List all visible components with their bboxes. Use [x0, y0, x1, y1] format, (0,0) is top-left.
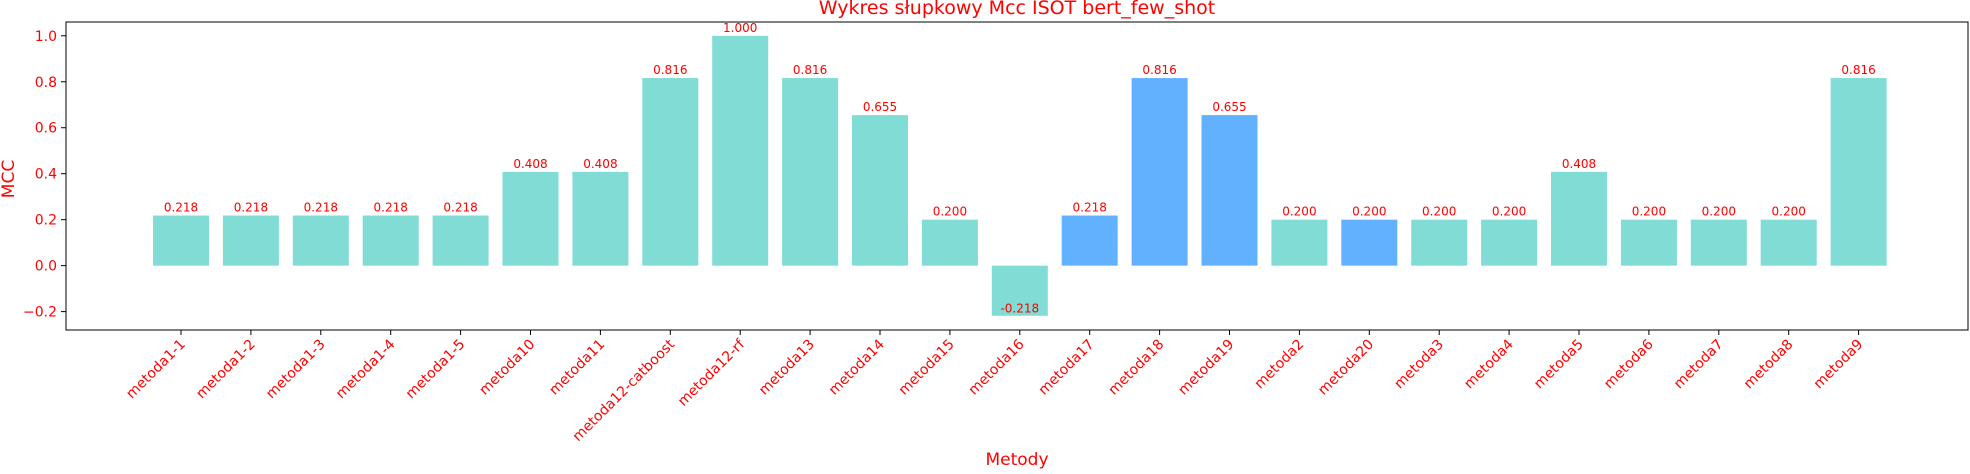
y-tick-label: 0.6 — [35, 121, 57, 137]
y-tick-label: 0.2 — [35, 213, 57, 229]
bar-value-label: 0.200 — [1492, 205, 1526, 219]
x-tick-label: metoda2 — [1252, 337, 1308, 393]
x-tick-label: metoda20 — [1315, 337, 1377, 399]
bar-value-label: 0.218 — [234, 201, 268, 215]
x-tick-label: metoda1-5 — [403, 337, 469, 403]
bar-value-label: 1.000 — [723, 21, 757, 35]
x-tick-label: metoda12-rf — [675, 336, 749, 410]
x-tick-label: metoda8 — [1741, 337, 1797, 393]
x-tick-label: metoda17 — [1036, 337, 1098, 399]
x-tick-label: metoda3 — [1391, 337, 1447, 393]
x-tick-label: metoda7 — [1671, 337, 1727, 393]
x-tick-label: metoda14 — [826, 336, 888, 398]
bar-value-label: 0.655 — [863, 100, 897, 114]
x-tick-label: metoda13 — [756, 337, 818, 399]
x-tick-label: metoda11 — [546, 337, 608, 399]
bar-value-label: 0.408 — [583, 157, 617, 171]
bar-value-label: 0.218 — [374, 201, 408, 215]
bar — [362, 215, 419, 266]
y-tick-label: 0.8 — [35, 75, 57, 91]
x-tick-label: metoda1-3 — [263, 337, 329, 403]
bar — [712, 35, 769, 266]
bar — [1690, 219, 1747, 266]
bar — [642, 78, 699, 266]
bar-value-label: 0.218 — [304, 201, 338, 215]
bar-value-label: 0.200 — [1352, 205, 1386, 219]
bar — [222, 215, 279, 266]
bar — [782, 78, 839, 266]
x-tick-label: metoda5 — [1531, 337, 1587, 393]
bar-value-label: 0.218 — [1073, 201, 1107, 215]
bar — [1271, 219, 1328, 266]
bar — [502, 171, 559, 266]
x-tick-label: metoda1-2 — [193, 337, 259, 403]
bar — [1481, 219, 1538, 266]
bar-value-label: 0.200 — [933, 205, 967, 219]
x-tick-label: metoda6 — [1601, 336, 1657, 392]
plot-area: −0.2 0.0 0.2 0.4 0.6 0.8 1.0 0.218 metoda1-1 0.21… — [23, 21, 1969, 445]
x-tick-label: metoda4 — [1461, 336, 1517, 392]
bar — [852, 115, 908, 266]
bar-value-label: 0.816 — [653, 63, 687, 77]
bar — [1760, 219, 1817, 266]
bar — [292, 215, 349, 266]
bar — [1341, 219, 1398, 266]
bar — [572, 171, 629, 266]
bar — [1201, 115, 1258, 266]
x-axis-label: Metody — [985, 450, 1048, 470]
bar — [153, 215, 209, 266]
bar-value-label: -0.218 — [1000, 302, 1039, 316]
bar-value-label: 0.408 — [513, 157, 547, 171]
x-tick-label: metoda9 — [1811, 337, 1867, 393]
y-tick-label: 1.0 — [35, 29, 57, 45]
bar — [1061, 215, 1118, 266]
bar-value-label: 0.816 — [1841, 63, 1875, 77]
bar-value-label: 0.200 — [1282, 205, 1316, 219]
y-tick-label: 0.0 — [35, 259, 57, 275]
bar — [432, 215, 489, 266]
bar — [1131, 78, 1188, 266]
y-axis-label: MCC — [0, 160, 19, 198]
bar-value-label: 0.655 — [1212, 100, 1246, 114]
y-tick-label: 0.4 — [35, 167, 57, 183]
bar-value-label: 0.408 — [1562, 157, 1596, 171]
x-tick-label: metoda15 — [896, 337, 958, 399]
x-tick-label: metoda1-1 — [123, 337, 189, 403]
bar-value-label: 0.218 — [443, 201, 477, 215]
bar — [991, 265, 1048, 316]
bar-value-label: 0.200 — [1772, 205, 1806, 219]
bar — [921, 219, 978, 266]
x-tick-label: metoda1-4 — [333, 336, 399, 402]
x-tick-label: metoda10 — [476, 337, 538, 399]
x-tick-label: metoda16 — [966, 336, 1028, 398]
plot-frame — [65, 21, 1969, 331]
bar — [1830, 78, 1887, 266]
bar-value-label: 0.816 — [1142, 63, 1176, 77]
bar-value-label: 0.200 — [1422, 205, 1456, 219]
bar-value-label: 0.200 — [1702, 205, 1736, 219]
x-tick-label: metoda18 — [1105, 337, 1167, 399]
bar — [1411, 219, 1468, 266]
bar — [1620, 219, 1677, 266]
bar — [1551, 171, 1607, 266]
bar-value-label: 0.200 — [1632, 205, 1666, 219]
y-tick-label: −0.2 — [23, 305, 57, 321]
x-tick-label: metoda19 — [1175, 337, 1237, 399]
chart-title: Wykres słupkowy Mcc ISOT bert_few_shot — [819, 0, 1215, 19]
bar-value-label: 0.218 — [164, 201, 198, 215]
bar-value-label: 0.816 — [793, 63, 827, 77]
